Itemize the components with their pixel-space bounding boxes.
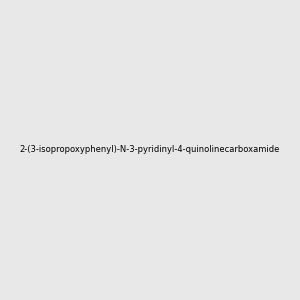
Text: 2-(3-isopropoxyphenyl)-N-3-pyridinyl-4-quinolinecarboxamide: 2-(3-isopropoxyphenyl)-N-3-pyridinyl-4-q… xyxy=(20,146,280,154)
